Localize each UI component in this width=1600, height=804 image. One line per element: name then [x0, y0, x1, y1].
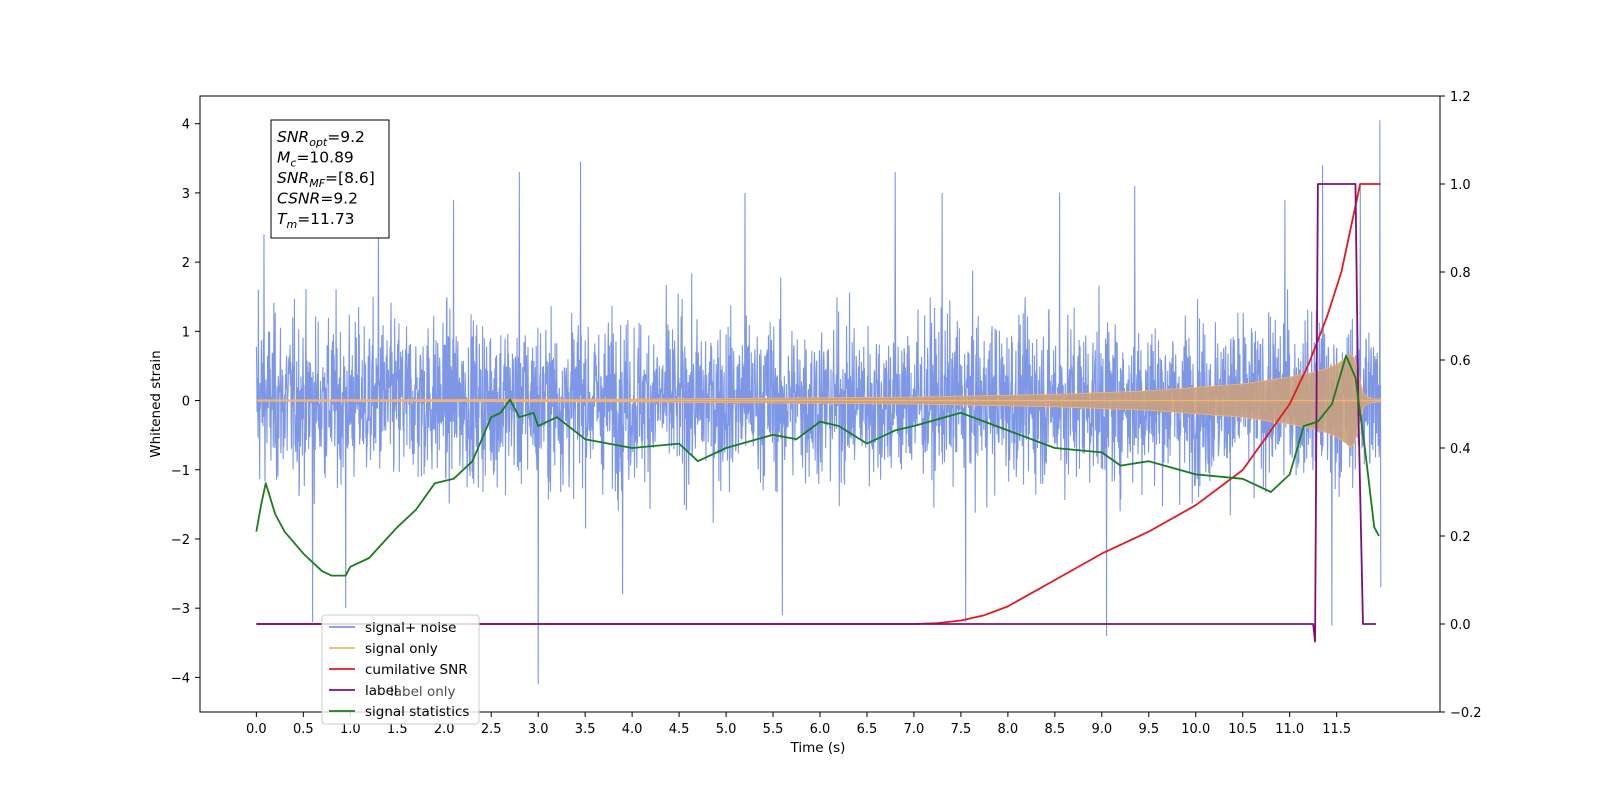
x-tick-label: 1.0	[340, 722, 361, 737]
y-right-tick-label: 0.8	[1450, 266, 1471, 281]
x-tick-label: 8.0	[998, 722, 1019, 737]
info-box-frame	[270, 119, 390, 239]
x-tick-label: 6.0	[810, 722, 831, 737]
x-tick-label: 2.5	[481, 722, 502, 737]
y-left-tick-label: 3	[182, 187, 190, 202]
legend: signal+ noise signal only cumilative SNR la…	[321, 614, 480, 725]
y-right-tick-label: 0.0	[1450, 618, 1471, 633]
info-line: Tm=11.73	[277, 210, 355, 231]
y-left-tick-label: 4	[182, 118, 190, 133]
y-left-tick-label: 2	[182, 256, 190, 271]
y-left-tick-label: −3	[171, 602, 190, 617]
x-tick-label: 5.5	[763, 722, 784, 737]
legend-entry: label	[365, 683, 398, 699]
x-tick-label: 7.0	[904, 722, 925, 737]
x-tick-label: 9.5	[1138, 722, 1159, 737]
y-left-tick-label: −4	[171, 671, 190, 686]
x-tick-label: 6.5	[857, 722, 878, 737]
y-right-tick-label: 0.2	[1450, 530, 1471, 545]
legend-entry: signal statistics	[365, 704, 469, 720]
x-tick-label: 10.5	[1228, 722, 1257, 737]
info-line: CSNR=9.2	[277, 190, 358, 208]
y-left-tick-label: 0	[182, 395, 190, 410]
legend-entry: signal only	[365, 641, 438, 657]
x-tick-label: 0.0	[246, 722, 267, 737]
y-right-tick-label: −0.2	[1450, 706, 1482, 721]
x-tick-label: 7.5	[951, 722, 972, 737]
x-tick-label: 4.0	[622, 722, 643, 737]
series-cumulative-snr	[256, 183, 1381, 625]
x-tick-label: 9.0	[1091, 722, 1112, 737]
legend-entry: cumilative SNR	[365, 662, 468, 678]
info-line: Mc=10.89	[277, 149, 354, 170]
axes: 0.0 0.5 1.0 1.5 2.0 2.5 3.0 3.5 4.0 4.5 5.0 5.5 6.0 6…	[171, 90, 1482, 737]
y-right-tick-label: 1.2	[1450, 90, 1471, 105]
x-tick-label: 5.0	[716, 722, 737, 737]
y-axis-label: Whitened strain	[148, 350, 164, 457]
y-right-tick-label: 1.0	[1450, 178, 1471, 193]
y-left-tick-label: −2	[171, 533, 190, 548]
x-tick-label: 0.5	[293, 722, 314, 737]
info-line: SNRopt=9.2	[277, 128, 365, 149]
y-left-tick-label: 1	[182, 325, 190, 340]
x-tick-label: 3.0	[528, 722, 549, 737]
x-tick-label: 4.5	[669, 722, 690, 737]
legend-frame	[321, 614, 480, 725]
x-tick-label: 10.0	[1181, 722, 1210, 737]
y-left-tick-label: −1	[171, 464, 190, 479]
x-axis-label: Time (s)	[790, 740, 846, 756]
x-tick-label: 11.0	[1275, 722, 1304, 737]
y-right-tick-label: 0.6	[1450, 354, 1471, 369]
x-tick-label: 3.5	[575, 722, 596, 737]
x-tick-label: 1.5	[387, 722, 408, 737]
y-right-tick-label: 0.4	[1450, 442, 1471, 457]
legend-hidden-entry: label only	[390, 684, 456, 700]
info-line: SNRMF=[8.6]	[277, 169, 375, 190]
x-tick-label: 11.5	[1322, 722, 1351, 737]
series-label	[256, 183, 1377, 643]
series-signal-statistics	[255, 354, 1380, 577]
x-tick-label: 2.0	[434, 722, 455, 737]
plot-area	[255, 120, 1382, 685]
x-tick-label: 8.5	[1045, 722, 1066, 737]
legend-entry: signal+ noise	[365, 620, 456, 636]
